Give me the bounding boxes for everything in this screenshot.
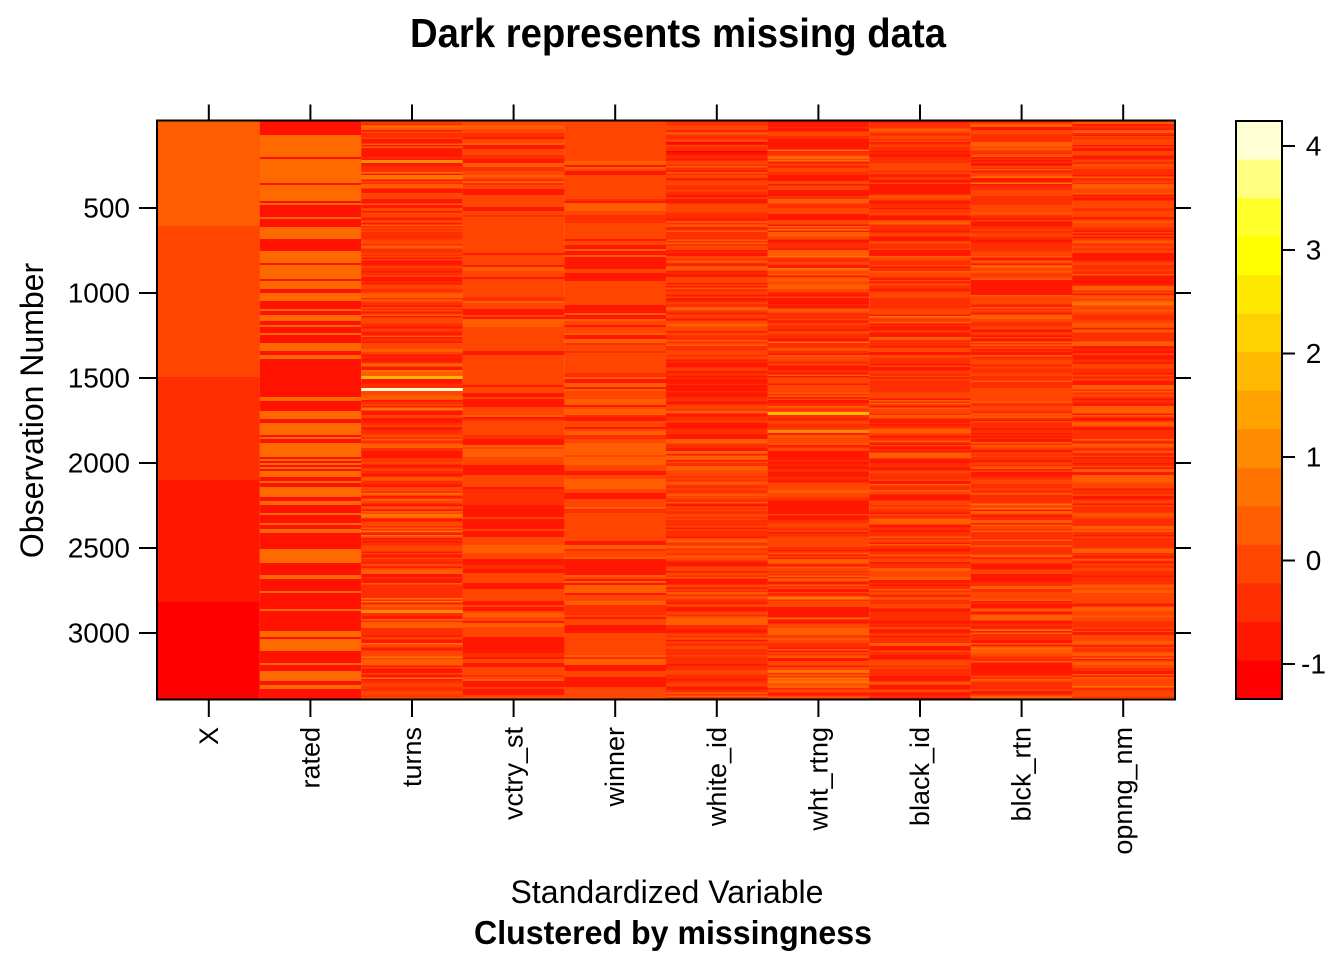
svg-text:vctry_st: vctry_st [499, 727, 529, 821]
svg-text:1: 1 [1306, 442, 1322, 473]
svg-text:500: 500 [83, 193, 130, 224]
svg-text:4: 4 [1306, 131, 1322, 162]
svg-text:winner: winner [600, 727, 630, 808]
svg-text:turns: turns [397, 727, 427, 787]
svg-text:wht_rtng: wht_rtng [803, 727, 833, 832]
svg-text:0: 0 [1306, 545, 1322, 576]
svg-text:black_id: black_id [905, 727, 935, 826]
svg-text:rated: rated [295, 727, 325, 789]
svg-text:X: X [194, 727, 224, 745]
svg-text:Observation Number: Observation Number [14, 263, 50, 559]
svg-text:blck_rtn: blck_rtn [1007, 727, 1037, 822]
svg-text:3000: 3000 [68, 618, 130, 649]
svg-text:opnng_nm: opnng_nm [1108, 727, 1138, 855]
svg-text:white_id: white_id [702, 727, 732, 827]
svg-text:2000: 2000 [68, 448, 130, 479]
svg-text:2: 2 [1306, 338, 1322, 369]
svg-text:3: 3 [1306, 235, 1322, 266]
svg-text:1000: 1000 [68, 278, 130, 309]
svg-text:-1: -1 [1301, 649, 1326, 680]
svg-text:Dark represents missing data: Dark represents missing data [410, 10, 947, 56]
svg-text:Standardized Variable: Standardized Variable [511, 874, 824, 910]
svg-text:Clustered by missingness: Clustered by missingness [474, 914, 872, 951]
svg-text:2500: 2500 [68, 533, 130, 564]
svg-text:1500: 1500 [68, 363, 130, 394]
